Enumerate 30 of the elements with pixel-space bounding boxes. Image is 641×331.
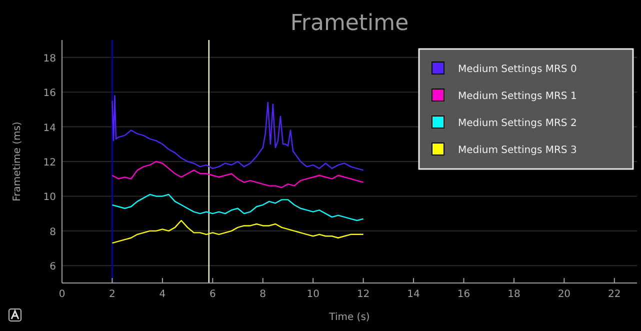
line-series	[112, 160, 364, 188]
legend-label: Medium Settings MRS 0	[458, 64, 577, 75]
x-tick-label: 12	[356, 289, 370, 300]
x-tick-label: 14	[407, 289, 420, 300]
x-tick-label: 18	[508, 289, 520, 300]
x-tick-label: 10	[306, 289, 320, 300]
legend-label: Medium Settings MRS 2	[458, 118, 577, 129]
x-tick-label: 20	[558, 289, 571, 300]
y-tick-label: 18	[43, 53, 56, 64]
x-axis-title: Time (s)	[328, 312, 370, 323]
x-tick-label: 16	[457, 289, 470, 300]
x-tick-label: 22	[608, 289, 621, 300]
line-series	[112, 194, 364, 222]
chart-title: Frametime	[290, 11, 409, 36]
line-series	[112, 94, 364, 171]
x-tick-label: 6	[209, 289, 216, 300]
y-tick-label: 10	[43, 192, 56, 204]
x-tick-label: 2	[109, 289, 116, 300]
x-tick-label: 4	[159, 289, 166, 300]
y-tick-label: 6	[50, 262, 56, 273]
line-series	[112, 220, 364, 244]
y-tick-label: 16	[43, 88, 56, 100]
legend-label: Medium Settings MRS 1	[458, 91, 577, 102]
y-tick-label: 14	[43, 122, 56, 134]
y-tick-label: 12	[43, 158, 56, 168]
x-tick-label: 0	[58, 289, 66, 300]
x-tick-label: 8	[260, 289, 266, 300]
y-axis-title: Frametime (ms)	[12, 122, 23, 202]
y-tick-label: 8	[50, 226, 56, 238]
legend-label: Medium Settings MRS 3	[458, 145, 577, 156]
